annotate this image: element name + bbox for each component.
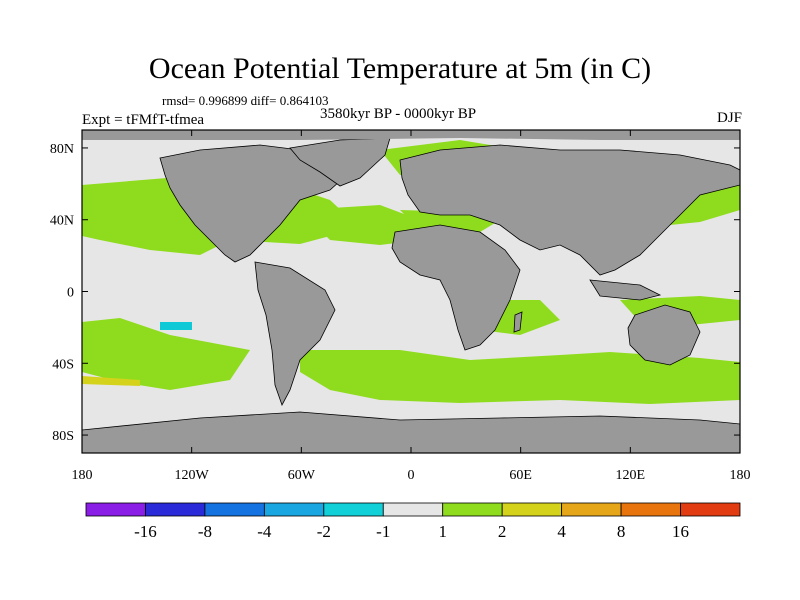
x-tick-label: 60W <box>288 468 316 483</box>
anomaly-2-to-4-patch <box>82 376 140 386</box>
colorbar-label: 1 <box>438 522 447 541</box>
colorbar-swatch <box>204 502 265 517</box>
colorbar-swatch <box>263 502 325 517</box>
y-tick-label: 80N <box>50 142 74 157</box>
y-tick-label: 40N <box>50 214 74 229</box>
colorbar-swatch <box>145 502 206 517</box>
x-tick-label: 120W <box>175 468 210 483</box>
colorbar-label: -2 <box>317 522 331 541</box>
land-masses <box>82 130 740 453</box>
x-tick-label: 180 <box>730 468 751 483</box>
colorbar-swatch <box>323 502 384 517</box>
experiment-label: Expt = tFMfT-tfmea <box>82 112 205 128</box>
colorbar-swatch <box>501 502 563 517</box>
x-tick-label: 180 <box>72 468 93 483</box>
x-tick-label: 120E <box>616 468 646 483</box>
y-tick-label: 80S <box>52 429 74 444</box>
x-tick-label: 60E <box>509 468 532 483</box>
y-tick-label: 40S <box>52 357 74 372</box>
colorbar-swatch <box>382 502 444 517</box>
colorbar-swatch <box>680 502 741 517</box>
colorbar-swatch <box>442 502 503 517</box>
anomaly-minus1-to-minus2-patch <box>160 322 192 330</box>
colorbar: -16 -8 -4 -2 -1 1 2 4 8 16 <box>85 502 741 541</box>
map-title: Ocean Potential Temperature at 5m (in C) <box>148 52 652 85</box>
map-plot-area <box>82 130 740 453</box>
colorbar-swatch <box>561 502 622 517</box>
colorbar-swatch <box>85 502 146 517</box>
rmsd-diff-stats: rmsd= 0.996899 diff= 0.864103 <box>162 93 329 108</box>
y-tick-label: 0 <box>67 286 74 301</box>
x-tick-label: 0 <box>408 468 415 483</box>
colorbar-label: -1 <box>376 522 390 541</box>
season-label: DJF <box>716 110 742 126</box>
colorbar-label: 8 <box>617 522 626 541</box>
period-label: 3580kyr BP - 0000kyr BP <box>320 106 477 122</box>
colorbar-label: -4 <box>257 522 272 541</box>
colorbar-label: -8 <box>198 522 212 541</box>
colorbar-label: 16 <box>672 522 689 541</box>
colorbar-label: -16 <box>134 522 157 541</box>
map-axes: 180 120W 60W 0 60E 120E 180 80N 40N 0 40S 80S <box>50 130 751 483</box>
colorbar-swatch <box>620 502 681 517</box>
colorbar-label: 4 <box>557 522 566 541</box>
colorbar-label: 2 <box>498 522 507 541</box>
